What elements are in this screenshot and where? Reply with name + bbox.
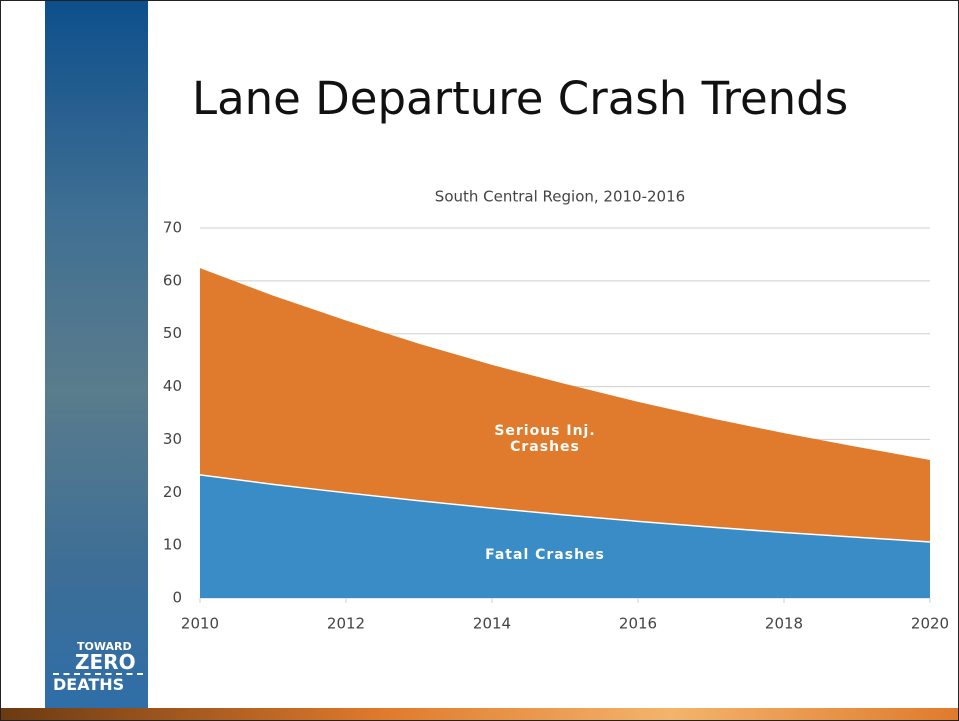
- logo: TOWARD ZERO DEATHS: [53, 640, 143, 694]
- logo-text: TOWARD: [77, 640, 132, 653]
- logo-text: DEATHS: [53, 673, 143, 694]
- y-tick-label: 50: [163, 324, 182, 342]
- boundary: [199, 474, 931, 543]
- slide-title: Lane Departure Crash Trends: [192, 72, 849, 125]
- x-tick-label: 2020: [911, 615, 949, 633]
- series-label: Serious Inj. Crashes: [494, 423, 596, 456]
- y-tick-label: 30: [163, 430, 182, 448]
- y-tick-label: 10: [163, 536, 182, 554]
- x-tick-label: 2010: [181, 615, 219, 633]
- bottom-bar: [0, 708, 959, 721]
- y-tick-label: 60: [163, 271, 182, 289]
- x-tick-label: 2012: [327, 615, 365, 633]
- x-tick-label: 2016: [619, 615, 657, 633]
- series-label: Fatal Crashes: [485, 546, 605, 563]
- y-tick-label: 20: [163, 483, 182, 501]
- y-tick-label: 40: [163, 377, 182, 395]
- y-tick-label: 70: [163, 219, 182, 237]
- chart-title: South Central Region, 2010-2016: [435, 188, 685, 206]
- x-tick-label: 2014: [473, 615, 511, 633]
- area: [200, 474, 930, 598]
- y-tick-label: 0: [172, 589, 182, 607]
- x-tick-label: 2018: [765, 615, 803, 633]
- side-band: [45, 0, 148, 708]
- area: [200, 268, 930, 542]
- logo-text: ZERO: [75, 650, 136, 674]
